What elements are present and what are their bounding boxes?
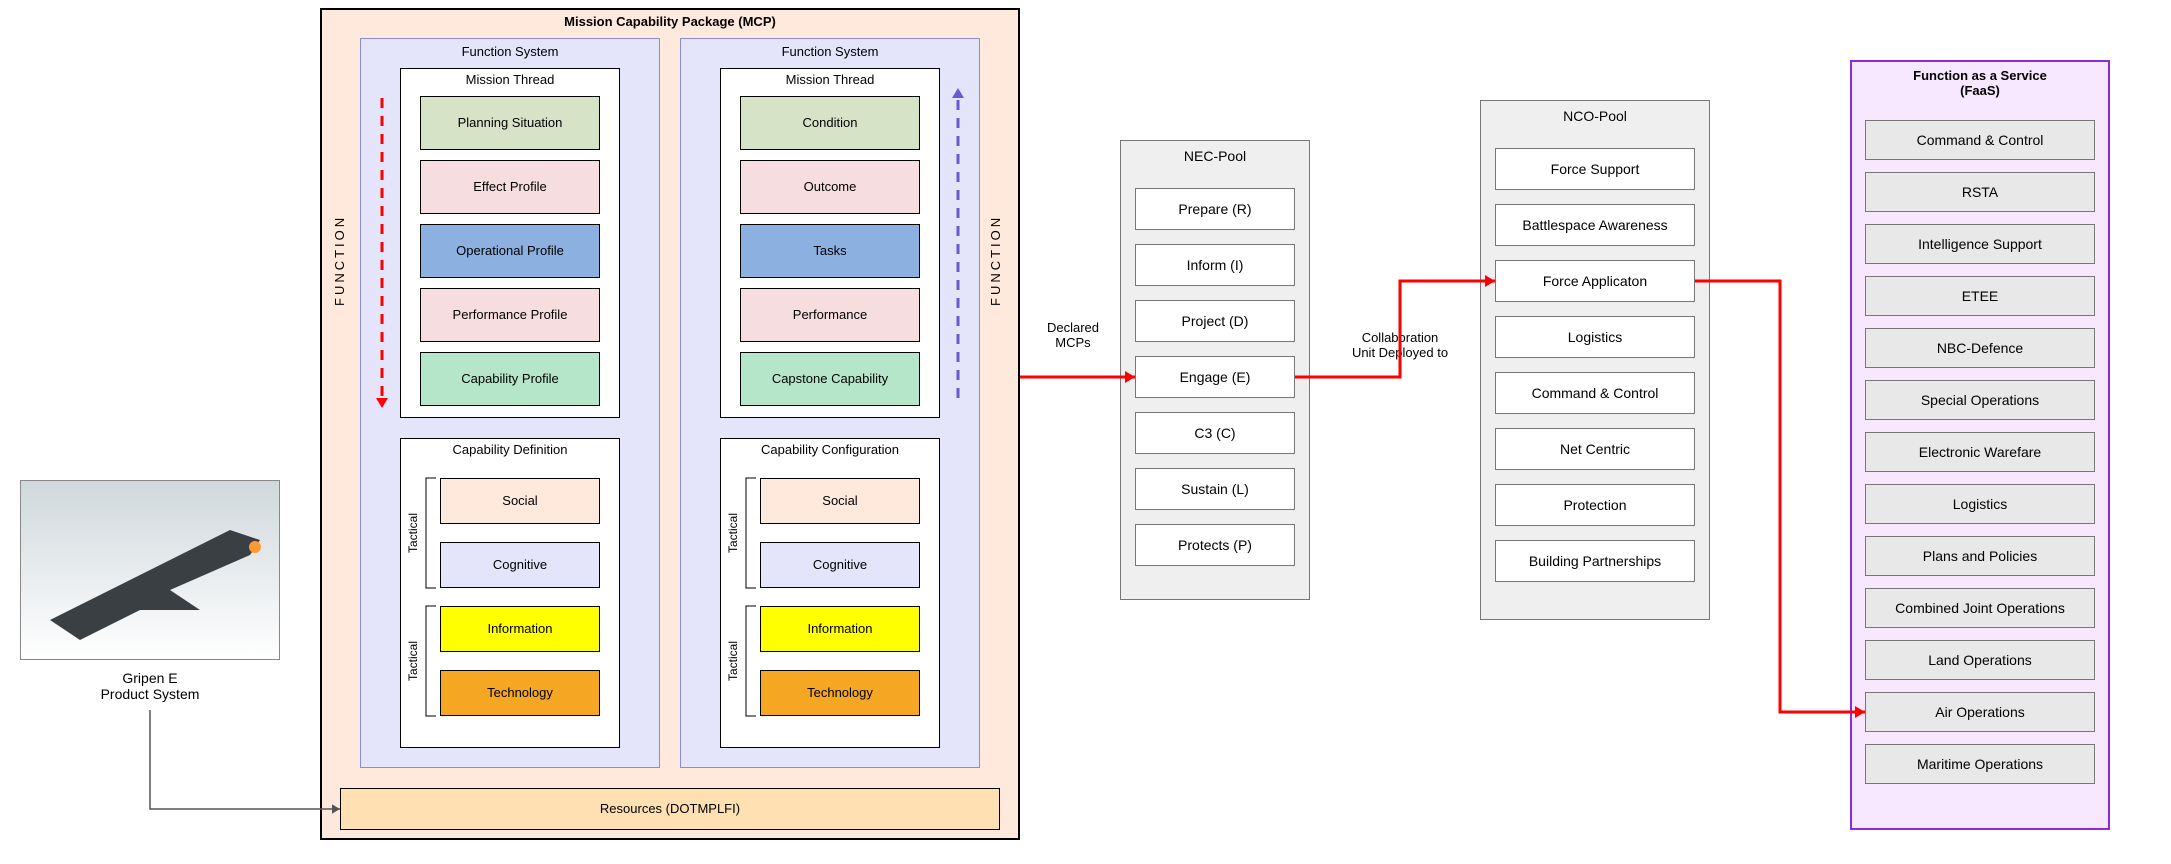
mission-thread-item: Performance [740, 288, 920, 342]
declared-mcps-label: Declared MCPs [1033, 320, 1113, 350]
nec-title: NEC-Pool [1120, 148, 1310, 164]
capability-item: Information [440, 606, 600, 652]
capability-item: Technology [440, 670, 600, 716]
nco-item: Protection [1495, 484, 1695, 526]
nco-item: Command & Control [1495, 372, 1695, 414]
capability-title: Capability Definition [400, 442, 620, 457]
nec-item: C3 (C) [1135, 412, 1295, 454]
function-system-title: Function System [360, 44, 660, 59]
faas-item: Command & Control [1865, 120, 2095, 160]
nec-item: Protects (P) [1135, 524, 1295, 566]
mission-thread-item: Capstone Capability [740, 352, 920, 406]
tactical-label: Tactical [726, 478, 740, 588]
faas-item: Special Operations [1865, 380, 2095, 420]
faas-item: ETEE [1865, 276, 2095, 316]
nco-item: Building Partnerships [1495, 540, 1695, 582]
mission-thread-title: Mission Thread [720, 72, 940, 87]
mission-thread-item: Planning Situation [420, 96, 600, 150]
mission-thread-item: Effect Profile [420, 160, 600, 214]
nec-item: Prepare (R) [1135, 188, 1295, 230]
function-system-title: Function System [680, 44, 980, 59]
nco-item: Force Support [1495, 148, 1695, 190]
collab-label: Collaboration Unit Deployed to [1330, 330, 1470, 360]
capability-item: Cognitive [760, 542, 920, 588]
capability-title: Capability Configuration [720, 442, 940, 457]
mission-thread-item: Capability Profile [420, 352, 600, 406]
function-label-right: FUNCTION [988, 120, 1003, 400]
mission-thread-item: Operational Profile [420, 224, 600, 278]
capability-item: Information [760, 606, 920, 652]
mission-thread-item: Performance Profile [420, 288, 600, 342]
faas-item: Logistics [1865, 484, 2095, 524]
faas-item: RSTA [1865, 172, 2095, 212]
mission-thread-item: Outcome [740, 160, 920, 214]
nco-item: Net Centric [1495, 428, 1695, 470]
nec-item: Sustain (L) [1135, 468, 1295, 510]
capability-item: Social [440, 478, 600, 524]
function-label-left: FUNCTION [332, 120, 347, 400]
mcp-title: Mission Capability Package (MCP) [320, 14, 1020, 29]
nco-item: Battlespace Awareness [1495, 204, 1695, 246]
mission-thread-item: Condition [740, 96, 920, 150]
nco-item: Force Applicaton [1495, 260, 1695, 302]
nec-item: Project (D) [1135, 300, 1295, 342]
product-system-label: Gripen E Product System [60, 670, 240, 702]
tactical-label: Tactical [406, 478, 420, 588]
nec-item: Inform (I) [1135, 244, 1295, 286]
mission-thread-item: Tasks [740, 224, 920, 278]
faas-item: Plans and Policies [1865, 536, 2095, 576]
faas-title: Function as a Service (FaaS) [1850, 68, 2110, 98]
faas-item: Air Operations [1865, 692, 2095, 732]
resources-bar: Resources (DOTMPLFI) [340, 788, 1000, 830]
nec-item: Engage (E) [1135, 356, 1295, 398]
faas-item: Maritime Operations [1865, 744, 2095, 784]
capability-item: Technology [760, 670, 920, 716]
faas-item: Intelligence Support [1865, 224, 2095, 264]
faas-item: Land Operations [1865, 640, 2095, 680]
nco-title: NCO-Pool [1480, 108, 1710, 124]
capability-item: Cognitive [440, 542, 600, 588]
faas-item: Electronic Warefare [1865, 432, 2095, 472]
tactical-label: Tactical [406, 606, 420, 716]
product-image [20, 480, 280, 660]
nco-item: Logistics [1495, 316, 1695, 358]
tactical-label: Tactical [726, 606, 740, 716]
mission-thread-title: Mission Thread [400, 72, 620, 87]
faas-item: NBC-Defence [1865, 328, 2095, 368]
capability-item: Social [760, 478, 920, 524]
faas-item: Combined Joint Operations [1865, 588, 2095, 628]
